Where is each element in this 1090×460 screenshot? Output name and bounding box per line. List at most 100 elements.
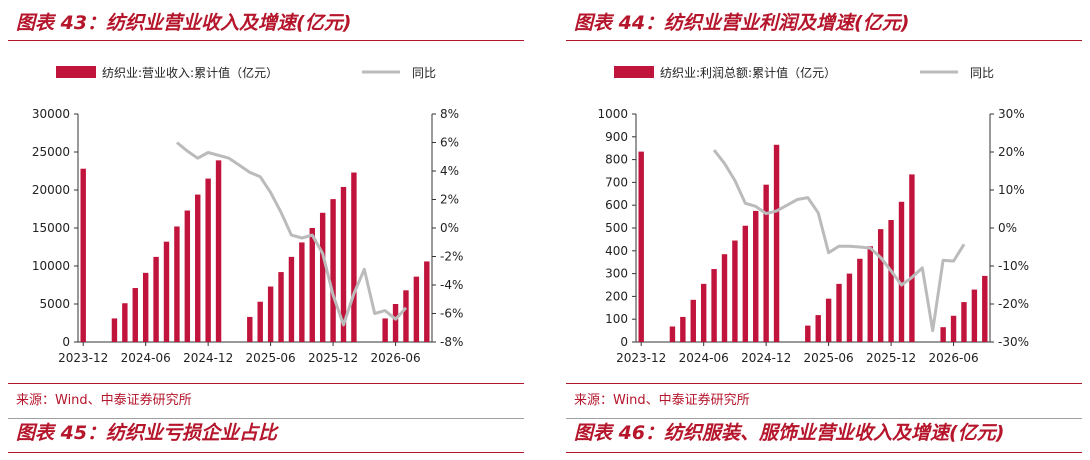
bar (80, 168, 86, 342)
legend-bar-label: 纺织业:营业收入:累计值（亿元） (102, 65, 278, 80)
bar (732, 240, 738, 342)
next-figure-rule (566, 418, 1082, 419)
bar (909, 174, 915, 342)
x-tick-label: 2025-06 (804, 351, 854, 365)
x-tick-label: 2023-12 (58, 351, 108, 365)
bar (805, 325, 811, 342)
y-left-tick-label: 25000 (32, 145, 70, 159)
bar (195, 194, 201, 342)
bar (122, 303, 128, 342)
yoy-line (175, 141, 408, 327)
y-right-tick-label: -2% (440, 250, 463, 264)
x-tick-label: 2026-06 (370, 351, 420, 365)
y-right-tick-label: -10% (998, 259, 1029, 273)
y-right-tick-label: 2% (440, 193, 459, 207)
bar (857, 258, 863, 342)
legend-line-label: 同比 (970, 66, 994, 80)
y-left-tick-label: 500 (605, 221, 628, 235)
bar (392, 304, 399, 342)
y-right-tick-label: -8% (440, 335, 463, 349)
bar (278, 272, 284, 342)
bar (111, 318, 118, 342)
figure-title: 图表 44：纺织业营业利润及增速(亿元) (574, 12, 910, 34)
next-figure-title: 图表 46：纺织服装、服饰业营业收入及增速(亿元) (574, 422, 1005, 444)
y-left-tick-label: 20000 (32, 183, 70, 197)
y-left-tick-label: 600 (605, 198, 628, 212)
bar (424, 261, 430, 342)
bar (257, 301, 263, 342)
bar (815, 315, 821, 342)
source-rule (8, 383, 524, 384)
bar (340, 186, 347, 342)
bar (888, 220, 894, 342)
bar (153, 256, 159, 342)
x-tick-label: 2024-06 (679, 351, 729, 365)
bar (971, 289, 978, 342)
y-right-tick-label: 8% (440, 107, 459, 121)
bar (721, 254, 728, 342)
chart-panel-revenue: 图表 43：纺织业营业收入及增速(亿元) 纺织业:营业收入:累计值（亿元） 同比 0… (8, 0, 538, 460)
source-note: 来源：Wind、中泰证券研究所 (16, 393, 192, 408)
bar (867, 246, 873, 342)
bar (142, 272, 149, 342)
y-left-tick-label: 200 (605, 289, 628, 303)
bar (950, 315, 957, 342)
y-right-tick-label: 10% (998, 183, 1025, 197)
bar (690, 299, 696, 342)
bar (267, 286, 274, 342)
y-left-tick-label: 1000 (597, 107, 628, 121)
bar (288, 256, 295, 342)
yoy-line (712, 149, 966, 333)
legend-bar-swatch (56, 66, 96, 78)
x-tick-label: 2026-06 (928, 351, 978, 365)
x-tick-label: 2023-12 (616, 351, 666, 365)
source-rule (566, 383, 1082, 384)
next-figure-underline (566, 452, 1082, 453)
bar (163, 241, 170, 342)
chart-panel-profit: 图表 44：纺织业营业利润及增速(亿元) 纺织业:利润总额:累计值（亿元） 同比 0… (566, 0, 1090, 460)
bar (700, 283, 707, 342)
bar (638, 151, 644, 342)
bar (174, 226, 180, 342)
x-tick-label: 2025-06 (246, 351, 296, 365)
bar (205, 178, 211, 342)
source-note: 来源：Wind、中泰证券研究所 (574, 393, 750, 408)
x-tick-label: 2024-12 (741, 351, 791, 365)
bar (753, 210, 759, 342)
bar (403, 290, 409, 342)
bar (330, 199, 336, 342)
y-right-tick-label: 0% (998, 221, 1017, 235)
figure-title: 图表 43：纺织业营业收入及增速(亿元) (16, 12, 352, 34)
y-left-tick-label: 0 (620, 335, 628, 349)
bar (309, 228, 315, 342)
y-left-tick-label: 0 (62, 335, 70, 349)
profit-chart: 纺织业:利润总额:累计值（亿元） 同比 0 100 200 300 400 500 600 700… (597, 65, 1029, 365)
bar (836, 283, 842, 342)
y-left-tick-label: 5000 (39, 297, 70, 311)
bar (982, 275, 988, 342)
y-left-tick-label: 900 (605, 130, 628, 144)
y-left-tick-label: 300 (605, 267, 628, 281)
bar (247, 316, 253, 342)
y-right-tick-label: 6% (440, 136, 459, 150)
bar (319, 212, 326, 342)
legend-line-label: 同比 (412, 66, 436, 80)
bar (711, 269, 717, 342)
bar (877, 229, 884, 342)
next-figure-title: 图表 45：纺织业亏损企业占比 (16, 422, 278, 444)
bar (825, 298, 832, 342)
y-left-tick-label: 400 (605, 244, 628, 258)
y-left-tick-label: 100 (605, 312, 628, 326)
bar (132, 288, 138, 342)
y-left-tick-label: 10000 (32, 259, 70, 273)
legend-bar-swatch (614, 66, 654, 78)
bar (680, 316, 686, 342)
bar (382, 318, 388, 342)
title-rule (8, 40, 524, 41)
y-right-tick-label: -4% (440, 278, 463, 292)
bar (742, 225, 749, 342)
x-tick-label: 2025-12 (866, 351, 916, 365)
revenue-chart: 纺织业:营业收入:累计值（亿元） 同比 0 5000 10000 15000 20000 25… (32, 65, 464, 365)
legend-bar-label: 纺织业:利润总额:累计值（亿元） (660, 65, 836, 80)
y-right-tick-label: -20% (998, 297, 1029, 311)
